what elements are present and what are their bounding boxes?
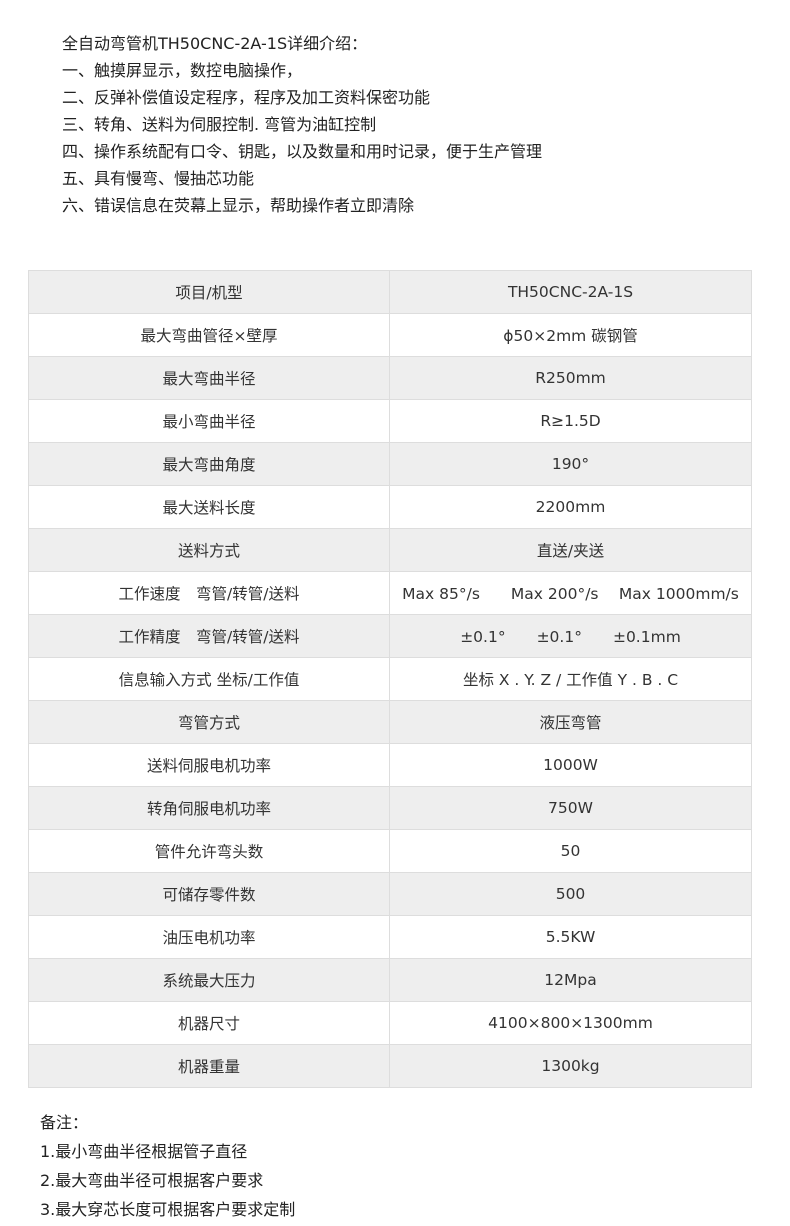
spec-label: 最大弯曲半径 <box>28 356 390 400</box>
intro-item: 五、具有慢弯、慢抽芯功能 <box>62 169 255 188</box>
table-row: 系统最大压力 12Mpa <box>28 958 752 1002</box>
intro-item: 三、转角、送料为伺服控制. 弯管为油缸控制 <box>62 115 377 134</box>
spec-label: 送料伺服电机功率 <box>28 743 390 787</box>
spec-value: 坐标 X . Y. Z / 工作值 Y . B . C <box>389 657 752 701</box>
table-row: 机器尺寸 4100×800×1300mm <box>28 1001 752 1045</box>
table-row: 管件允许弯头数 50 <box>28 829 752 873</box>
spec-label: 转角伺服电机功率 <box>28 786 390 830</box>
spec-label: 系统最大压力 <box>28 958 390 1002</box>
table-row: 转角伺服电机功率 750W <box>28 786 752 830</box>
table-row: 工作速度 弯管/转管/送料 Max 85°/s Max 200°/s Max 10… <box>28 571 752 615</box>
spec-label: 最小弯曲半径 <box>28 399 390 443</box>
table-row: 项目/机型 TH50CNC-2A-1S <box>28 270 752 314</box>
spec-value: 1300kg <box>389 1044 752 1088</box>
table-row: 最大弯曲角度 190° <box>28 442 752 486</box>
spec-label: 最大弯曲管径×壁厚 <box>28 313 390 357</box>
notes-title: 备注： <box>40 1113 89 1132</box>
spec-label: 最大弯曲角度 <box>28 442 390 486</box>
intro-item: 六、错误信息在荧幕上显示，帮助操作者立即清除 <box>62 196 415 215</box>
spec-label: 最大送料长度 <box>28 485 390 529</box>
table-row: 最大弯曲半径 R250mm <box>28 356 752 400</box>
spec-value: 750W <box>389 786 752 830</box>
spec-label: 可储存零件数 <box>28 872 390 916</box>
note-item: 3.最大穿芯长度可根据客户要求定制 <box>40 1200 296 1219</box>
spec-value: R250mm <box>389 356 752 400</box>
table-row: 可储存零件数 500 <box>28 872 752 916</box>
spec-value: ϕ50×2mm 碳钢管 <box>389 313 752 357</box>
table-row: 送料方式 直送/夹送 <box>28 528 752 572</box>
spec-value: 190° <box>389 442 752 486</box>
spec-value: 500 <box>389 872 752 916</box>
spec-value: R≥1.5D <box>389 399 752 443</box>
spec-label: 管件允许弯头数 <box>28 829 390 873</box>
spec-value: 5.5KW <box>389 915 752 959</box>
spec-label: 机器重量 <box>28 1044 390 1088</box>
intro-title: 全自动弯管机TH50CNC-2A-1S详细介绍： <box>62 34 368 53</box>
intro-item: 二、反弹补偿值设定程序，程序及加工资料保密功能 <box>62 88 431 107</box>
table-row: 信息输入方式 坐标/工作值 坐标 X . Y. Z / 工作值 Y . B . C <box>28 657 752 701</box>
spec-label: 弯管方式 <box>28 700 390 744</box>
table-row: 最大弯曲管径×壁厚 ϕ50×2mm 碳钢管 <box>28 313 752 357</box>
table-row: 弯管方式 液压弯管 <box>28 700 752 744</box>
intro-item: 四、操作系统配有口令、钥匙，以及数量和用时记录，便于生产管理 <box>62 142 543 161</box>
note-item: 2.最大弯曲半径可根据客户要求 <box>40 1171 264 1190</box>
spec-label: 油压电机功率 <box>28 915 390 959</box>
table-row: 送料伺服电机功率 1000W <box>28 743 752 787</box>
table-row: 最大送料长度 2200mm <box>28 485 752 529</box>
intro-item: 一、触摸屏显示，数控电脑操作， <box>62 61 303 80</box>
spec-value: 液压弯管 <box>389 700 752 744</box>
table-row: 工作精度 弯管/转管/送料 ±0.1° ±0.1° ±0.1mm <box>28 614 752 658</box>
spec-label: 送料方式 <box>28 528 390 572</box>
spec-value: 50 <box>389 829 752 873</box>
spec-value: 12Mpa <box>389 958 752 1002</box>
spec-value: 1000W <box>389 743 752 787</box>
table-row: 油压电机功率 5.5KW <box>28 915 752 959</box>
notes-list: 备注： 1.最小弯曲半径根据管子直径 2.最大弯曲半径可根据客户要求 3.最大穿… <box>40 1108 295 1224</box>
spec-value: 2200mm <box>389 485 752 529</box>
intro-list: 全自动弯管机TH50CNC-2A-1S详细介绍： 一、触摸屏显示，数控电脑操作，… <box>62 30 542 219</box>
spec-value: TH50CNC-2A-1S <box>389 270 752 314</box>
spec-value: 直送/夹送 <box>389 528 752 572</box>
spec-label: 项目/机型 <box>28 270 390 314</box>
spec-value: ±0.1° ±0.1° ±0.1mm <box>389 614 752 658</box>
table-row: 机器重量 1300kg <box>28 1044 752 1088</box>
spec-table: 项目/机型 TH50CNC-2A-1S 最大弯曲管径×壁厚 ϕ50×2mm 碳钢管 最大… <box>28 270 752 1088</box>
spec-label: 信息输入方式 坐标/工作值 <box>28 657 390 701</box>
spec-label: 工作精度 弯管/转管/送料 <box>28 614 390 658</box>
spec-value: 4100×800×1300mm <box>389 1001 752 1045</box>
spec-label: 机器尺寸 <box>28 1001 390 1045</box>
table-row: 最小弯曲半径 R≥1.5D <box>28 399 752 443</box>
spec-value: Max 85°/s Max 200°/s Max 1000mm/s <box>389 571 752 615</box>
spec-label: 工作速度 弯管/转管/送料 <box>28 571 390 615</box>
note-item: 1.最小弯曲半径根据管子直径 <box>40 1142 248 1161</box>
